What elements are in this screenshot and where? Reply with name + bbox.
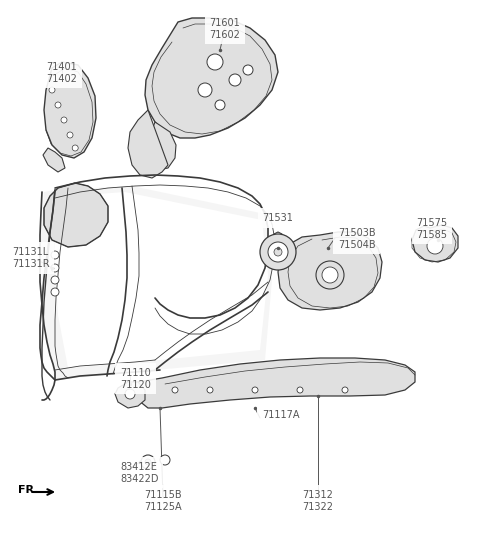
Circle shape: [72, 145, 78, 151]
Circle shape: [342, 387, 348, 393]
Polygon shape: [43, 148, 65, 172]
Text: 83412E
83422D: 83412E 83422D: [120, 462, 158, 484]
Text: 71117A: 71117A: [262, 410, 300, 420]
Text: FR.: FR.: [18, 485, 38, 495]
Circle shape: [125, 389, 135, 399]
Circle shape: [67, 132, 73, 138]
Circle shape: [51, 276, 59, 284]
Text: 71110
71120: 71110 71120: [120, 368, 151, 389]
Polygon shape: [148, 122, 176, 170]
Circle shape: [274, 248, 282, 256]
Circle shape: [229, 74, 241, 86]
Text: 71115B
71125A: 71115B 71125A: [144, 490, 182, 512]
Text: 71503B
71504B: 71503B 71504B: [338, 228, 376, 250]
Circle shape: [243, 65, 253, 75]
Circle shape: [160, 455, 170, 465]
Text: 71131L
71131R: 71131L 71131R: [12, 247, 49, 269]
Polygon shape: [40, 186, 272, 380]
Circle shape: [207, 54, 223, 70]
Polygon shape: [135, 358, 415, 408]
Text: 71312
71322: 71312 71322: [302, 490, 334, 512]
Text: 71401
71402: 71401 71402: [47, 62, 77, 84]
Text: 71575
71585: 71575 71585: [417, 218, 447, 239]
Circle shape: [141, 455, 155, 469]
Circle shape: [51, 251, 59, 259]
Circle shape: [172, 387, 178, 393]
Text: 71531: 71531: [263, 213, 293, 223]
Circle shape: [61, 117, 67, 123]
Circle shape: [252, 387, 258, 393]
Polygon shape: [145, 18, 278, 138]
Polygon shape: [128, 110, 168, 178]
Polygon shape: [412, 225, 458, 262]
Circle shape: [55, 102, 61, 108]
Circle shape: [316, 261, 344, 289]
Circle shape: [322, 267, 338, 283]
Circle shape: [268, 242, 288, 262]
Circle shape: [207, 387, 213, 393]
Circle shape: [145, 459, 151, 465]
Polygon shape: [44, 62, 96, 158]
Circle shape: [51, 264, 59, 272]
Circle shape: [427, 238, 443, 254]
Circle shape: [260, 234, 296, 270]
Polygon shape: [115, 382, 145, 408]
Circle shape: [215, 100, 225, 110]
Circle shape: [198, 83, 212, 97]
Circle shape: [297, 387, 303, 393]
Polygon shape: [278, 232, 382, 310]
Circle shape: [51, 288, 59, 296]
Polygon shape: [54, 192, 268, 368]
Circle shape: [49, 87, 55, 93]
Text: 71601
71602: 71601 71602: [210, 18, 240, 40]
Polygon shape: [44, 183, 108, 247]
